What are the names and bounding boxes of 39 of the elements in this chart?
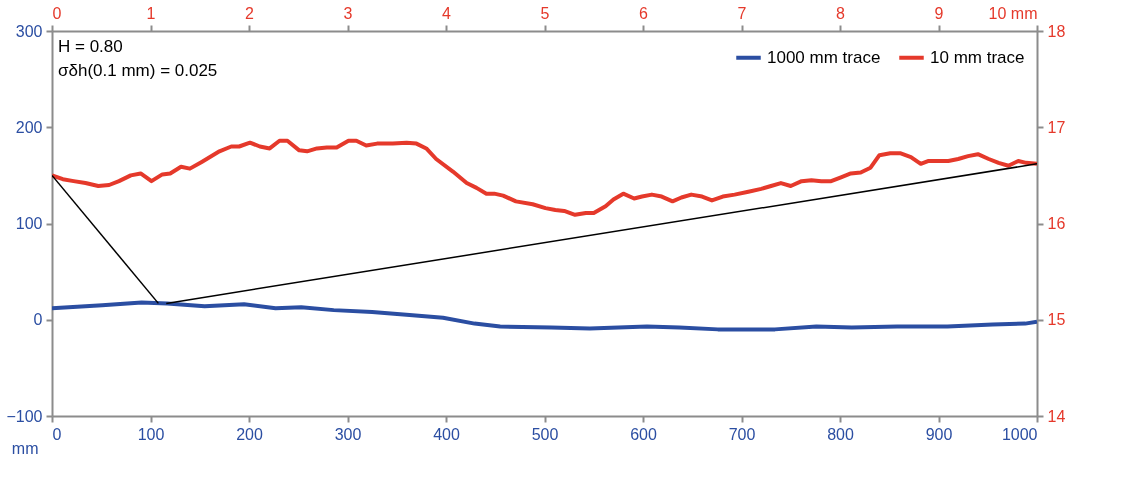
x-tick-label: 600 (630, 425, 657, 443)
x-tick-label: 700 (728, 425, 756, 443)
x2-tick-label: 10 mm (988, 4, 1038, 22)
y-tick-label: 300 (15, 22, 43, 40)
y2-tick-label: 17 (1047, 118, 1066, 136)
x-tick-label: 400 (433, 425, 460, 443)
x2-tick-label: 1 (146, 4, 156, 22)
y-tick-label: 100 (15, 215, 43, 232)
x-tick-label: 1000 (1001, 425, 1038, 443)
x-tick-label: 900 (925, 425, 953, 443)
y2-tick-label: 15 (1047, 311, 1066, 329)
x-tick-label: 100 (137, 425, 165, 443)
x-axis-title: mm (11, 439, 39, 457)
x2-tick-label: 6 (639, 4, 649, 22)
y-tick-label: 0 (33, 311, 43, 329)
x2-tick-label: 9 (934, 4, 944, 22)
x2-tick-label: 8 (836, 4, 846, 22)
line-series (52, 300, 1037, 332)
x2-tick-label: 7 (737, 4, 747, 22)
legend-label: 10 mm trace (930, 47, 1025, 67)
annotation: σδh(0.1 mm) = 0.025 (58, 61, 218, 80)
y-tick-label: −100 (6, 407, 43, 425)
y-tick-label: 200 (15, 118, 43, 136)
x2-tick-label: 5 (540, 4, 550, 22)
x2-tick-label: 2 (245, 4, 255, 22)
x-tick-label: 0 (52, 425, 62, 443)
x-tick-label: 500 (531, 425, 559, 443)
x2-tick-label: 0 (52, 4, 62, 22)
x-tick-label: 200 (236, 425, 263, 443)
y2-tick-label: 14 (1047, 407, 1066, 425)
y2-tick-label: 16 (1047, 215, 1066, 232)
y2-tick-label: 18 (1047, 22, 1066, 40)
annotation: H = 0.80 (58, 37, 123, 56)
legend-label: 1000 mm trace (767, 47, 881, 67)
x-tick-label: 800 (827, 425, 854, 443)
line-series (52, 138, 1037, 217)
x2-tick-label: 3 (343, 4, 353, 22)
x2-tick-label: 4 (442, 4, 452, 22)
x-tick-label: 300 (334, 425, 362, 443)
